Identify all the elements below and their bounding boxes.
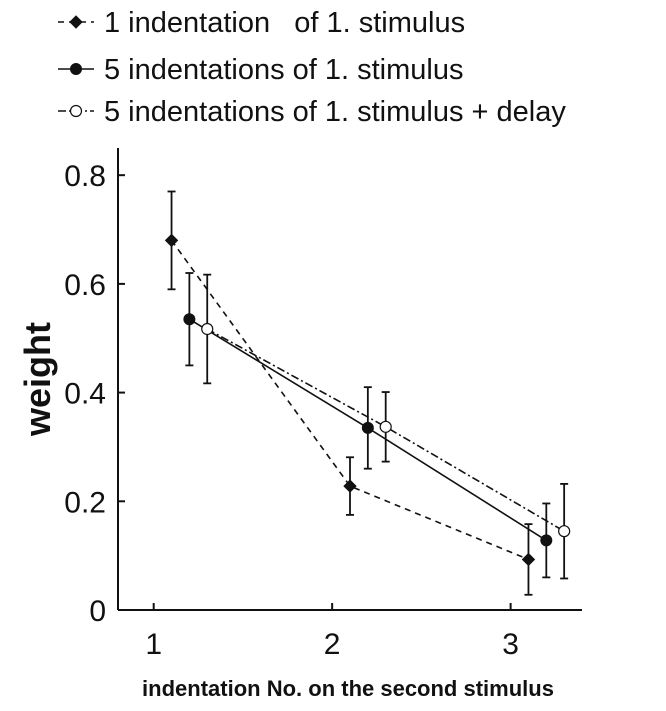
x-tick-label: 3	[502, 628, 519, 661]
series-2	[183, 272, 553, 579]
data-point	[558, 525, 571, 538]
y-tick-label: 0.4	[64, 378, 106, 411]
y-tick-label: 0.6	[64, 269, 106, 302]
legend-marker	[69, 15, 83, 29]
series-3	[201, 273, 571, 580]
data-point	[379, 420, 392, 433]
legend-marker	[70, 63, 82, 75]
series-line	[170, 239, 529, 561]
legend: 1 indentation of 1. stimulus 5 indentatio…	[58, 7, 566, 128]
data-point	[164, 233, 179, 248]
y-tick-label: 0.8	[64, 160, 106, 193]
legend-item-2: 5 indentations of 1. stimulus	[58, 54, 463, 86]
data-point	[521, 552, 536, 567]
x-axis-label: indentation No. on the second stimulus	[142, 676, 554, 701]
legend-marker	[69, 104, 83, 118]
data-point	[183, 313, 196, 326]
x-tick-label: 1	[145, 628, 162, 661]
legend-item-3: 5 indentations of 1. stimulus + delay	[58, 96, 566, 128]
x-tick-label: 2	[324, 628, 341, 661]
legend-label: 1 indentation of 1. stimulus	[104, 7, 465, 39]
y-axis-label: weight	[17, 322, 58, 437]
legend-label: 5 indentations of 1. stimulus	[104, 54, 463, 86]
y-tick-label: 0.2	[64, 486, 106, 519]
x-ticks: 1 2 3	[145, 603, 519, 661]
data-point	[343, 479, 357, 493]
legend-label: 5 indentations of 1. stimulus + delay	[104, 96, 566, 128]
legend-item-1: 1 indentation of 1. stimulus	[58, 7, 465, 39]
data-point	[361, 421, 374, 434]
axes	[117, 148, 582, 611]
y-ticks: 0 0.2 0.4 0.6 0.8	[64, 160, 125, 628]
data-point	[540, 534, 553, 547]
data-point	[201, 322, 214, 336]
series-layer	[164, 190, 571, 596]
y-tick-label: 0	[89, 595, 106, 628]
series-1	[164, 190, 536, 596]
